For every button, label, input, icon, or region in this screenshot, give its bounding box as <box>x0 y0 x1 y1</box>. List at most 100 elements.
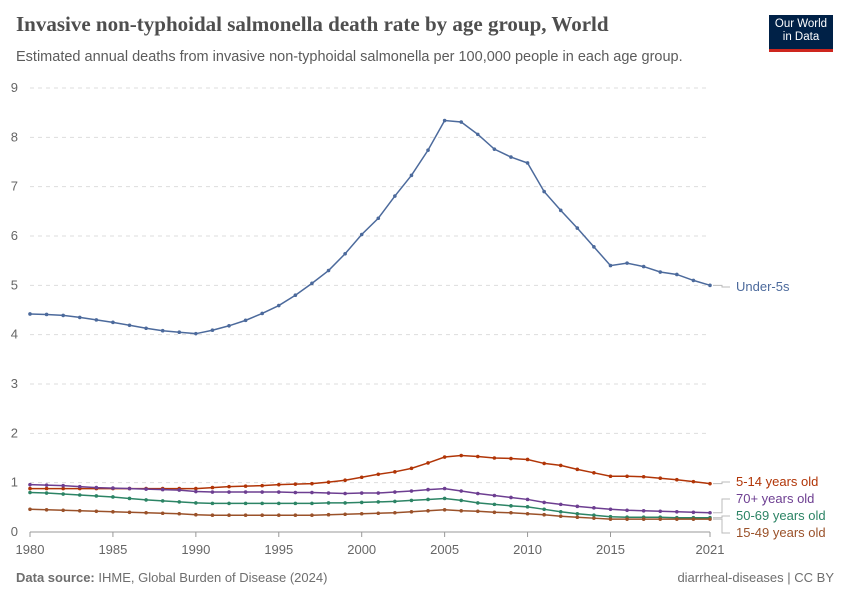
data-point <box>625 474 629 479</box>
data-point <box>592 516 596 520</box>
data-point <box>77 484 82 489</box>
data-point <box>608 263 613 268</box>
data-point <box>343 251 347 256</box>
label-connector <box>713 515 730 519</box>
data-point <box>243 501 248 506</box>
series-line-2 <box>29 483 711 514</box>
y-tick-label: 9 <box>11 80 18 95</box>
data-point <box>227 513 231 518</box>
data-point <box>409 489 414 493</box>
data-point <box>476 454 480 459</box>
data-point <box>575 511 580 516</box>
data-point <box>459 120 464 124</box>
data-point <box>326 501 331 505</box>
data-point <box>210 485 215 490</box>
license[interactable]: diarrheal-diseases | CC BY <box>677 570 834 585</box>
data-point <box>376 500 381 504</box>
data-point <box>691 510 696 515</box>
y-tick-label: 4 <box>11 327 18 342</box>
data-point <box>127 486 132 491</box>
data-point <box>144 487 148 491</box>
y-tick-label: 7 <box>11 179 18 194</box>
data-point <box>492 510 497 515</box>
data-point <box>28 486 32 491</box>
source-link[interactable]: IHME, Global Burden of Disease (2024) <box>98 570 328 585</box>
data-point <box>409 498 414 503</box>
data-point <box>675 509 679 514</box>
data-point <box>575 226 580 230</box>
data-point <box>77 508 82 513</box>
data-point <box>442 486 447 491</box>
data-point <box>675 517 679 521</box>
data-point <box>343 501 347 505</box>
data-point <box>426 508 430 513</box>
data-point <box>210 501 215 506</box>
chart-subtitle: Estimated annual deaths from invasive no… <box>16 49 683 65</box>
series-label: 70+ years old <box>736 491 814 506</box>
data-point <box>393 490 397 494</box>
data-point <box>525 511 530 516</box>
data-point <box>409 509 414 514</box>
source-label: Data source: <box>16 570 95 585</box>
data-point <box>227 501 231 506</box>
data-point <box>608 514 613 519</box>
data-point <box>509 456 513 461</box>
data-point <box>243 318 248 323</box>
data-point <box>44 483 49 487</box>
data-point <box>509 510 513 515</box>
data-point <box>509 155 513 159</box>
x-tick-label: 1995 <box>264 542 293 557</box>
data-point <box>276 490 281 494</box>
data-point <box>459 453 464 458</box>
data-point <box>359 232 364 237</box>
data-point <box>227 490 231 494</box>
data-point <box>592 471 596 475</box>
data-point <box>525 457 530 462</box>
data-point <box>127 510 132 515</box>
data-point <box>326 512 331 517</box>
data-point <box>592 513 596 518</box>
x-tick-label: 2000 <box>347 542 376 557</box>
data-point <box>243 513 248 518</box>
data-point <box>691 517 696 521</box>
data-point <box>542 512 546 517</box>
x-tick-label: 2010 <box>513 542 542 557</box>
data-point <box>44 312 49 317</box>
data-point <box>492 502 497 507</box>
data-point <box>310 513 314 518</box>
data-point <box>77 493 82 497</box>
data-point <box>260 513 264 518</box>
data-point <box>393 470 397 474</box>
owid-logo[interactable]: Our World in Data <box>769 15 833 52</box>
data-point <box>558 514 563 519</box>
data-point <box>476 509 480 514</box>
data-point <box>210 490 215 494</box>
label-connector <box>713 481 730 485</box>
data-point <box>625 261 629 265</box>
data-point <box>575 504 580 509</box>
data-point <box>227 484 231 489</box>
data-point <box>708 283 712 288</box>
data-point <box>376 216 381 221</box>
data-point <box>260 311 264 316</box>
data-point <box>260 501 264 506</box>
y-tick-label: 2 <box>11 425 18 440</box>
data-point <box>144 498 148 502</box>
data-point <box>293 501 298 506</box>
series-line-3 <box>29 491 710 519</box>
data-point <box>359 475 364 480</box>
data-point <box>442 455 447 459</box>
data-point <box>61 486 65 491</box>
data-point <box>426 148 430 152</box>
data-point <box>691 479 696 484</box>
data-point <box>558 463 563 468</box>
data-point <box>575 515 580 519</box>
data-point <box>542 500 546 505</box>
label-connector <box>713 284 730 288</box>
data-point <box>210 513 215 518</box>
data-point <box>44 508 49 512</box>
data-point <box>160 328 165 333</box>
data-point <box>260 483 264 488</box>
data-point <box>426 461 430 465</box>
